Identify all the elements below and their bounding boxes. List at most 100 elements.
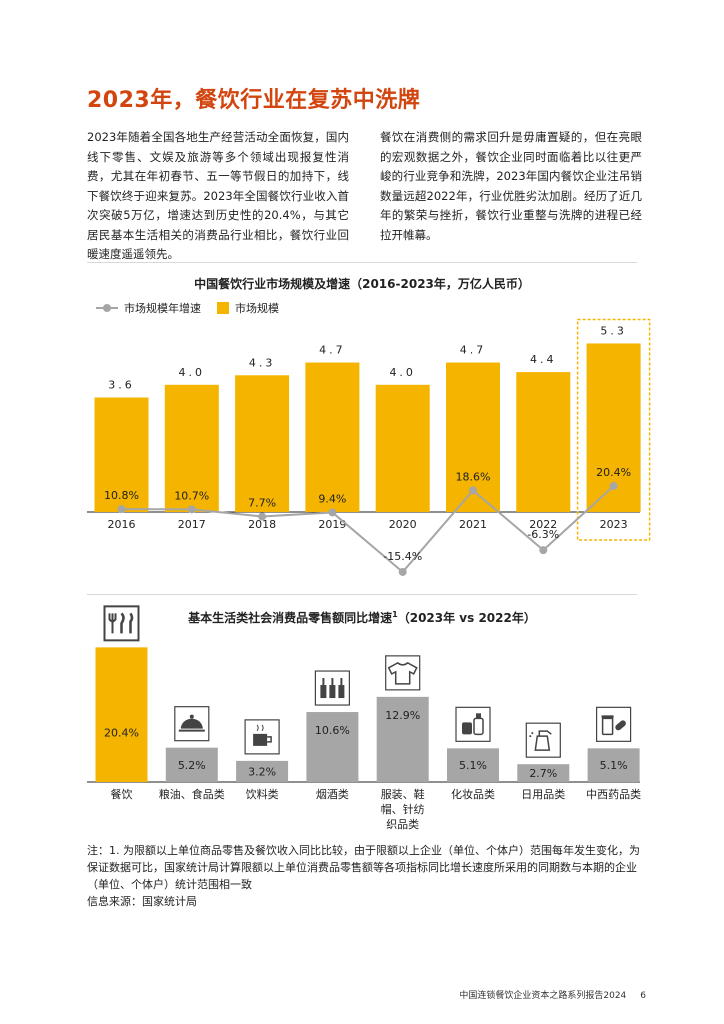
growth-line [121, 485, 615, 574]
growth-point-2023 [609, 482, 618, 491]
spray-body [534, 735, 551, 751]
x-tick-2023: 2023 [600, 518, 628, 531]
page-number: 6 [640, 991, 646, 1001]
bar-label-化妆品类: 5.1% [459, 759, 487, 772]
chart2-title: 基本生活类社会消费品零售额同比增速1（2023年 vs 2022年） [87, 609, 637, 626]
x-tick-饮料类: 饮料类 [246, 787, 279, 801]
x-tick-2018: 2018 [248, 518, 276, 531]
divider [87, 262, 637, 263]
divider [87, 594, 637, 595]
chart1-title: 中国餐饮行业市场规模及增速（2016-2023年，万亿人民币） [194, 277, 530, 291]
cup-handle [267, 736, 272, 743]
page-footer: 中国连锁餐饮企业资本之路系列报告2024 6 [445, 988, 646, 1001]
chart2-title-main: 基本生活类社会消费品零售额同比增速 [188, 611, 393, 625]
bar-label-2017: 4.0 [179, 366, 206, 379]
x-tick-2016: 2016 [108, 518, 136, 531]
cloche-dome [180, 718, 203, 729]
x-tick-粮油、食品类: 粮油、食品类 [159, 787, 225, 801]
growth-label-2021: 18.6% [456, 470, 491, 483]
x-tick-2021: 2021 [459, 518, 487, 531]
cup-body [253, 733, 268, 746]
intro-paragraph-right: 餐饮在消费侧的需求回升是毋庸置疑的，但在亮眼的宏观数据之外，餐饮企业同时面临着比… [380, 130, 642, 242]
line-marker-icon [96, 304, 118, 312]
legend-label-size: 市场规模 [235, 302, 279, 315]
chart2-title-sup: 1 [392, 610, 398, 619]
bar-label-2020: 4.0 [389, 366, 416, 379]
bar-2022 [516, 372, 571, 512]
bottle-1 [329, 685, 336, 699]
capsule [615, 720, 626, 731]
retail-growth-chart: 20.4% 餐饮 5.2% 粮油、食品类 3.2% 饮料类 10.6% 烟酒类 12.9% 服装、… [87, 605, 641, 831]
bar-label-2019: 4.7 [319, 344, 346, 357]
chart2-title-suffix: （2023年 vs 2022年） [397, 611, 536, 625]
cloche-icon [174, 706, 210, 742]
page-title: 2023年，餐饮行业在复苏中洗牌 [87, 88, 421, 113]
x-tick-餐饮: 餐饮 [111, 787, 133, 801]
bar-烟酒类 [306, 712, 359, 782]
growth-label-2022: -6.3% [527, 528, 559, 541]
legend-item-growth: 市场规模年增速 [96, 300, 201, 316]
bar-饮料类 [236, 760, 289, 782]
market-size-chart: 3.6 2016 4.0 2017 4.3 2018 4.7 2019 4.0 2020 4.7 20… [87, 318, 651, 576]
intro-paragraph-left: 2023年随着全国各地生产经营活动全面恢复，国内线下零售、文娱及旅游等多个领域出… [87, 130, 349, 261]
bottle-2 [338, 685, 345, 699]
note-text: 注：1. 为限额以上单位商品零售及餐饮收入同比比较，由于限额以上企业（单位、个体… [87, 844, 640, 891]
cup-steam [256, 724, 264, 732]
bar-2019 [305, 362, 360, 512]
spray-bottle-icon-frame [525, 722, 561, 758]
growth-point-2019 [328, 508, 337, 517]
footer-report-title: 中国连锁餐饮企业资本之路系列报告2024 [459, 991, 627, 1001]
growth-label-2016: 10.8% [104, 489, 139, 502]
bar-label-2016: 3.6 [108, 379, 135, 392]
bottle-neck-2 [340, 678, 343, 686]
x-tick-服装、鞋帽、针纺织品类: 服装、鞋 [381, 787, 425, 801]
cutlery-icon [103, 605, 140, 642]
tshirt-icon [385, 655, 421, 691]
bar-label-服装、鞋帽、针纺织品类: 12.9% [385, 709, 420, 722]
growth-point-2022 [539, 546, 548, 555]
pump-shape [476, 713, 481, 719]
growth-point-2020 [398, 567, 407, 576]
bottles-icon [314, 670, 350, 706]
pill-cap [601, 715, 614, 719]
growth-label-2023: 20.4% [596, 466, 631, 479]
jar-shape [462, 722, 472, 735]
bar-label-2023: 5.3 [600, 324, 627, 337]
fork-shape [108, 613, 117, 634]
bar-label-饮料类: 3.2% [248, 765, 276, 778]
bar-2016 [94, 397, 149, 512]
cloche-knob [189, 714, 194, 719]
growth-point-2016 [117, 505, 126, 514]
bar-服装、鞋帽、针纺织品类 [376, 696, 429, 782]
spray-dot [529, 735, 532, 738]
spray-head [538, 730, 552, 737]
x-tick-中西药品类: 中西药品类 [586, 787, 641, 801]
growth-point-2021 [469, 486, 477, 495]
bar-label-粮油、食品类: 5.2% [178, 759, 206, 772]
bar-中西药品类 [587, 748, 640, 782]
x-tick-服装、鞋帽、针纺织品类: 帽、针纺 [381, 802, 425, 816]
growth-label-2019: 9.4% [318, 492, 346, 505]
cosmetics-icon-frame [455, 706, 491, 742]
cosmetics-icon [455, 706, 491, 742]
bar-label-餐饮: 20.4% [104, 726, 139, 739]
growth-label-2018: 7.7% [248, 497, 276, 510]
bar-2020 [375, 384, 430, 512]
x-tick-2022: 2022 [529, 518, 557, 531]
x-tick-2019: 2019 [318, 518, 346, 531]
spray-bottle-icon [525, 722, 561, 758]
x-tick-烟酒类: 烟酒类 [316, 787, 349, 801]
bar-label-2022: 4.4 [530, 353, 557, 366]
chart1-legend: 市场规模年增速 市场规模 [96, 300, 295, 316]
bar-粮油、食品类 [165, 747, 218, 782]
spray-dot [531, 732, 534, 735]
bar-化妆品类 [447, 748, 499, 782]
bar-label-中西药品类: 5.1% [600, 759, 628, 772]
footnote: 注：1. 为限额以上单位商品零售及餐饮收入同比比较，由于限额以上企业（单位、个体… [87, 842, 642, 910]
bar-日用品类 [517, 764, 570, 782]
tshirt-shape [387, 661, 418, 685]
highlight-box-2023 [576, 318, 651, 541]
legend-label-growth: 市场规模年增速 [124, 302, 201, 315]
source-text: 信息来源：国家统计局 [87, 895, 197, 908]
bottle-neck-0 [322, 678, 325, 686]
